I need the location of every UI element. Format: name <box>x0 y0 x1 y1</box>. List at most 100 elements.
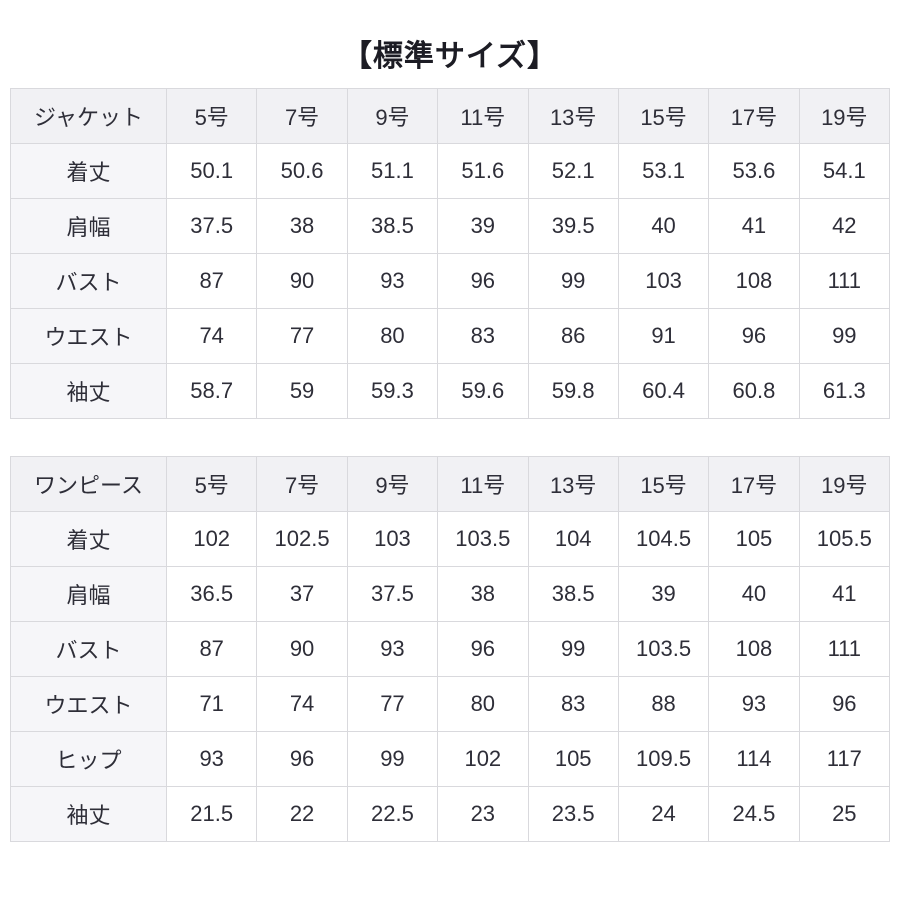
size-value-cell: 40 <box>617 198 710 254</box>
size-value-cell: 103.5 <box>617 621 710 677</box>
size-value-cell: 38 <box>256 198 348 254</box>
row-label: ヒップ <box>10 731 167 787</box>
size-value-cell: 59.6 <box>437 363 529 419</box>
size-column-header: 13号 <box>527 88 619 144</box>
size-value-cell: 103 <box>617 253 710 309</box>
size-value-cell: 83 <box>527 676 619 732</box>
row-label: ウエスト <box>10 676 167 732</box>
size-value-cell: 52.1 <box>527 143 619 199</box>
size-value-cell: 41 <box>798 566 891 622</box>
size-value-cell: 105 <box>527 731 619 787</box>
size-value-cell: 42 <box>798 198 891 254</box>
size-value-cell: 59.8 <box>527 363 619 419</box>
size-value-cell: 25 <box>798 786 891 842</box>
size-value-cell: 40 <box>708 566 800 622</box>
size-value-cell: 53.1 <box>617 143 710 199</box>
size-value-cell: 22.5 <box>346 786 439 842</box>
table-corner-label: ワンピース <box>10 456 167 512</box>
size-value-cell: 93 <box>346 253 439 309</box>
size-value-cell: 114 <box>708 731 800 787</box>
row-label: バスト <box>10 621 167 677</box>
size-value-cell: 50.6 <box>256 143 348 199</box>
size-value-cell: 90 <box>256 621 348 677</box>
size-column-header: 15号 <box>617 88 710 144</box>
row-label: 着丈 <box>10 143 167 199</box>
size-value-cell: 105 <box>708 511 800 567</box>
size-value-cell: 38.5 <box>527 566 619 622</box>
row-label: バスト <box>10 253 167 309</box>
table-row: バスト 87 90 93 96 99 103 108 111 <box>10 253 891 309</box>
jacket-size-table: ジャケット 5号 7号 9号 11号 13号 15号 17号 19号 着丈 50.1 50.6 51.1… <box>10 88 891 419</box>
table-row: バスト 87 90 93 96 99 103.5 108 111 <box>10 621 891 677</box>
size-value-cell: 24.5 <box>708 786 800 842</box>
size-value-cell: 86 <box>527 308 619 364</box>
size-value-cell: 51.6 <box>437 143 529 199</box>
size-value-cell: 103.5 <box>437 511 529 567</box>
size-value-cell: 77 <box>256 308 348 364</box>
size-value-cell: 108 <box>708 253 800 309</box>
size-value-cell: 87 <box>165 621 258 677</box>
table-header-row: ジャケット 5号 7号 9号 11号 13号 15号 17号 19号 <box>10 88 891 144</box>
size-value-cell: 102.5 <box>256 511 348 567</box>
size-value-cell: 23 <box>437 786 529 842</box>
size-value-cell: 74 <box>165 308 258 364</box>
size-value-cell: 104 <box>527 511 619 567</box>
size-value-cell: 83 <box>437 308 529 364</box>
size-value-cell: 102 <box>437 731 529 787</box>
page-title: 【標準サイズ】 <box>341 40 559 73</box>
size-value-cell: 37 <box>256 566 348 622</box>
table-header-row: ワンピース 5号 7号 9号 11号 13号 15号 17号 19号 <box>10 456 891 512</box>
size-column-header: 19号 <box>798 456 891 512</box>
onepiece-size-table: ワンピース 5号 7号 9号 11号 13号 15号 17号 19号 着丈 102 102.5 103 1… <box>10 456 891 842</box>
size-value-cell: 51.1 <box>346 143 439 199</box>
size-column-header: 7号 <box>256 88 348 144</box>
row-label: 肩幅 <box>10 198 167 254</box>
size-value-cell: 60.4 <box>617 363 710 419</box>
size-value-cell: 71 <box>165 676 258 732</box>
size-value-cell: 80 <box>437 676 529 732</box>
size-value-cell: 39 <box>437 198 529 254</box>
table-corner-label: ジャケット <box>10 88 167 144</box>
size-value-cell: 96 <box>256 731 348 787</box>
size-value-cell: 61.3 <box>798 363 891 419</box>
size-value-cell: 22 <box>256 786 348 842</box>
size-value-cell: 24 <box>617 786 710 842</box>
size-column-header: 9号 <box>346 456 439 512</box>
table-row: 袖丈 58.7 59 59.3 59.6 59.8 60.4 60.8 61.3 <box>10 363 891 419</box>
size-value-cell: 96 <box>437 253 529 309</box>
row-label: 袖丈 <box>10 363 167 419</box>
size-value-cell: 21.5 <box>165 786 258 842</box>
table-row: 着丈 102 102.5 103 103.5 104 104.5 105 105.5 <box>10 511 891 567</box>
size-column-header: 11号 <box>437 456 529 512</box>
table-row: 肩幅 37.5 38 38.5 39 39.5 40 41 42 <box>10 198 891 254</box>
size-value-cell: 93 <box>708 676 800 732</box>
size-value-cell: 38.5 <box>346 198 439 254</box>
size-value-cell: 59.3 <box>346 363 439 419</box>
size-value-cell: 37.5 <box>346 566 439 622</box>
row-label: 袖丈 <box>10 786 167 842</box>
size-value-cell: 58.7 <box>165 363 258 419</box>
size-value-cell: 77 <box>346 676 439 732</box>
size-value-cell: 104.5 <box>617 511 710 567</box>
size-value-cell: 108 <box>708 621 800 677</box>
jacket-size-table-container: ジャケット 5号 7号 9号 11号 13号 15号 17号 19号 着丈 50.1 50.6 51.1… <box>10 88 891 419</box>
row-label: 着丈 <box>10 511 167 567</box>
size-column-header: 17号 <box>708 88 800 144</box>
table-row: 肩幅 36.5 37 37.5 38 38.5 39 40 41 <box>10 566 891 622</box>
size-column-header: 5号 <box>165 88 258 144</box>
size-value-cell: 99 <box>527 253 619 309</box>
size-value-cell: 109.5 <box>617 731 710 787</box>
size-value-cell: 96 <box>708 308 800 364</box>
onepiece-size-table-container: ワンピース 5号 7号 9号 11号 13号 15号 17号 19号 着丈 102 102.5 103 1… <box>10 456 891 842</box>
size-value-cell: 99 <box>346 731 439 787</box>
table-row: 袖丈 21.5 22 22.5 23 23.5 24 24.5 25 <box>10 786 891 842</box>
table-row: ヒップ 93 96 99 102 105 109.5 114 117 <box>10 731 891 787</box>
size-value-cell: 54.1 <box>798 143 891 199</box>
size-value-cell: 96 <box>437 621 529 677</box>
size-column-header: 9号 <box>346 88 439 144</box>
size-column-header: 13号 <box>527 456 619 512</box>
table-row: ウエスト 74 77 80 83 86 91 96 99 <box>10 308 891 364</box>
size-value-cell: 117 <box>798 731 891 787</box>
size-value-cell: 60.8 <box>708 363 800 419</box>
